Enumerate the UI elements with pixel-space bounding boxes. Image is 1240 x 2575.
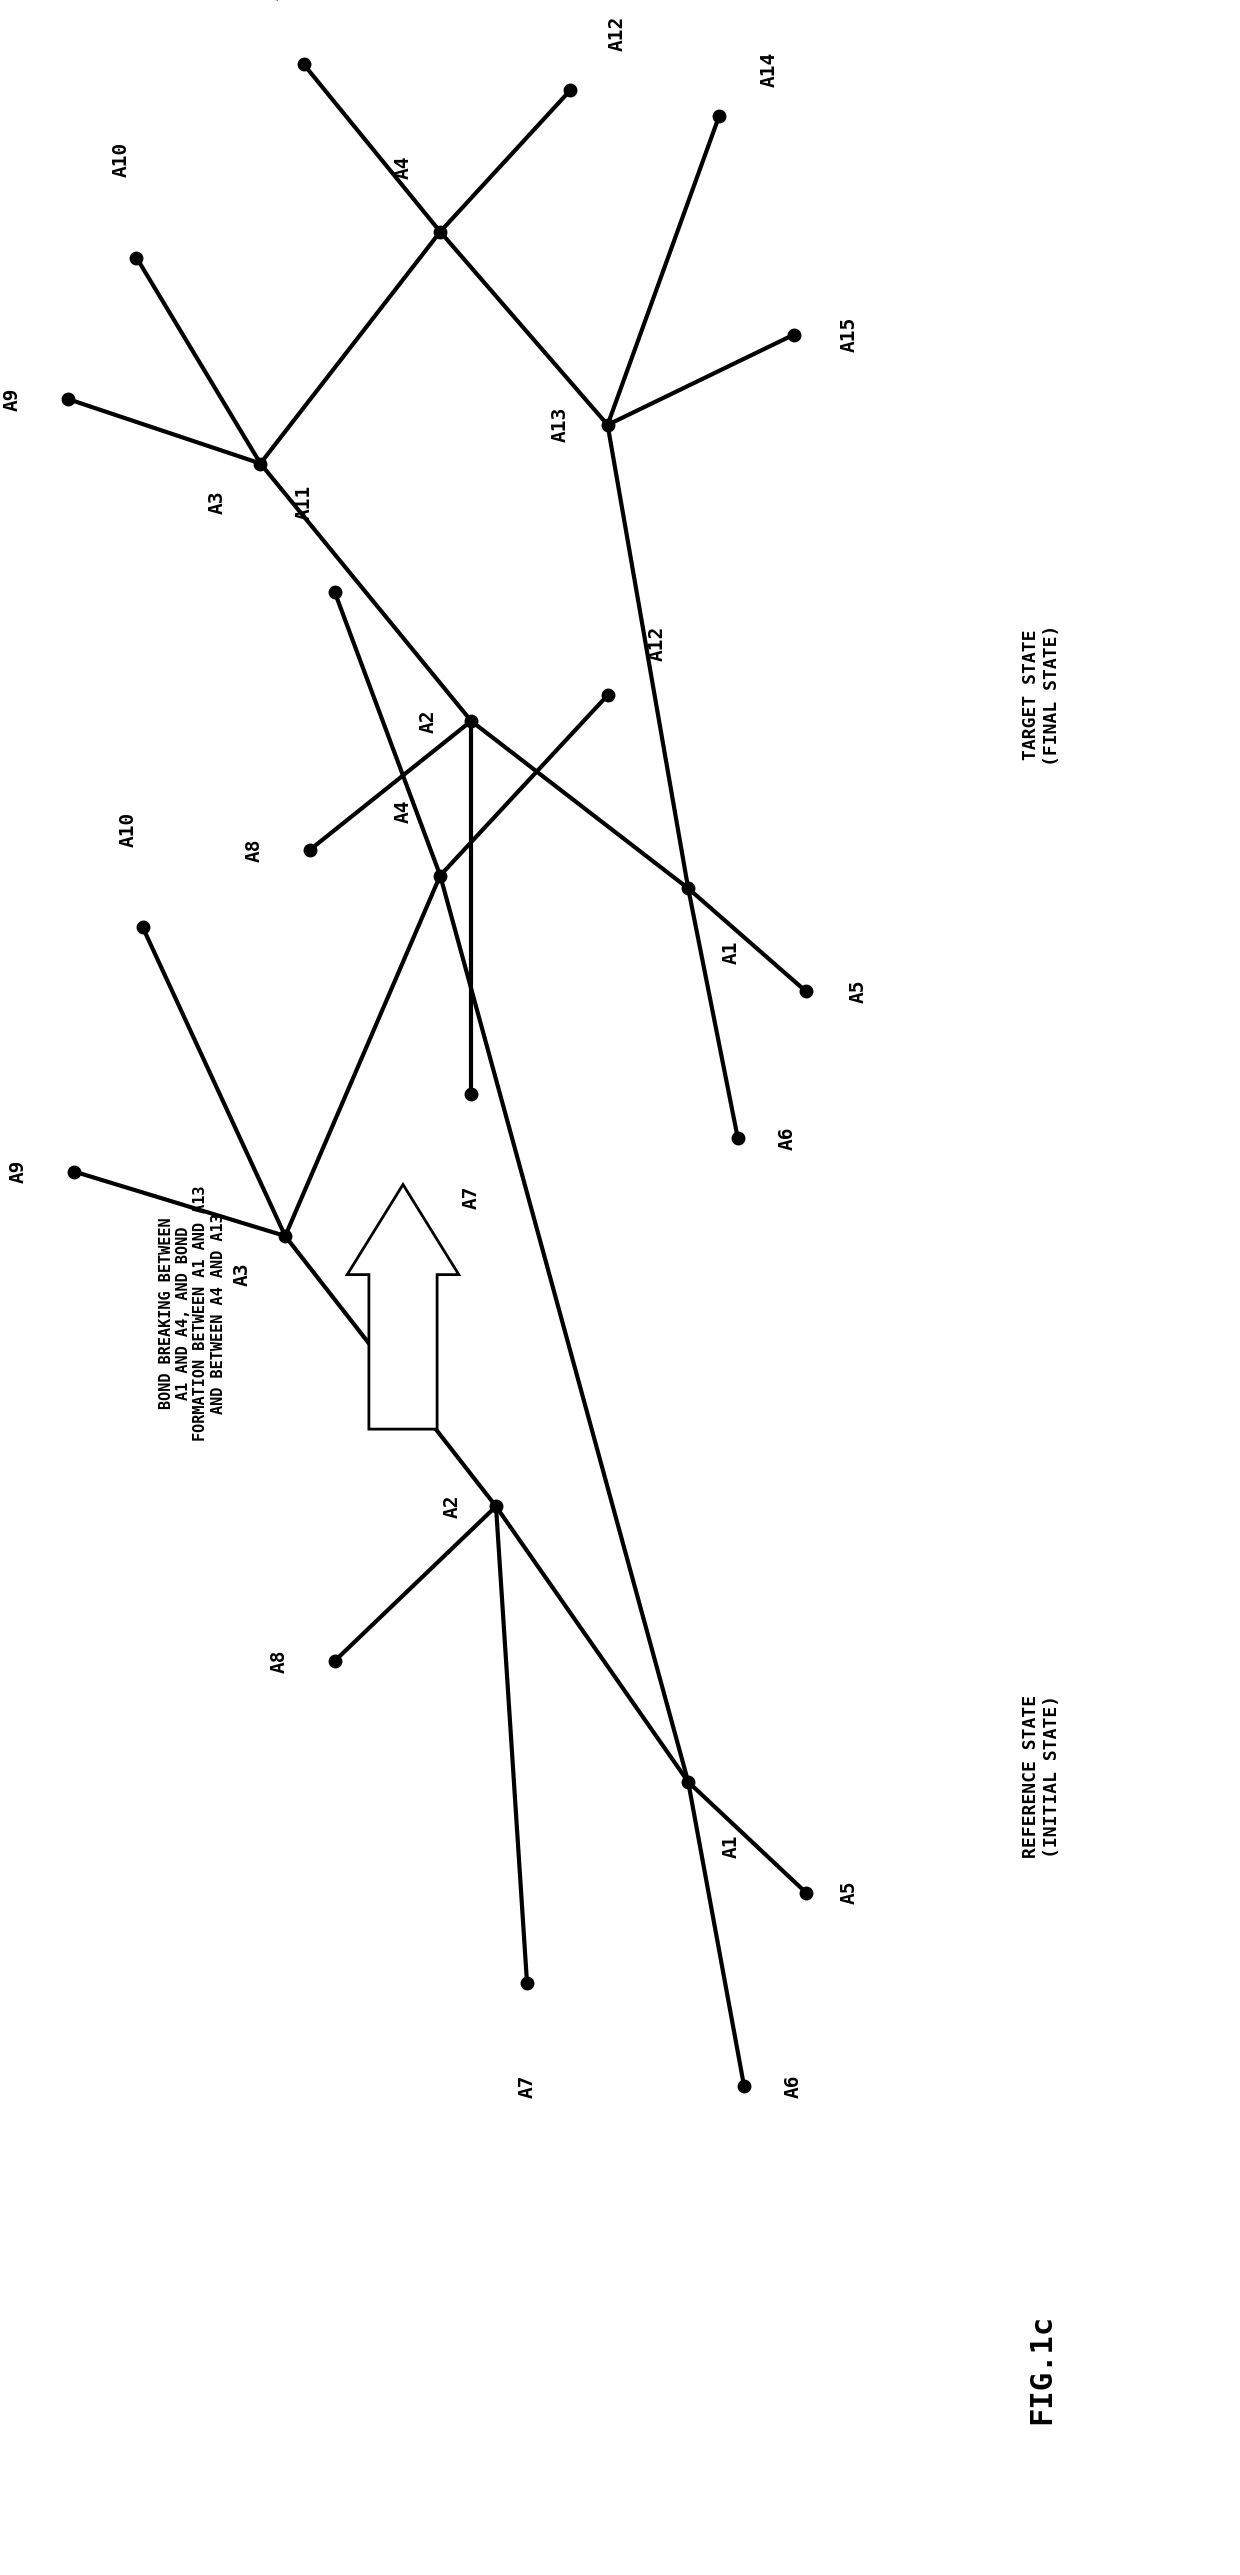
Text: A11: A11 xyxy=(294,484,314,520)
Text: A9: A9 xyxy=(2,386,22,412)
Text: A5: A5 xyxy=(839,1880,859,1906)
Text: A12: A12 xyxy=(608,15,627,52)
Text: A10: A10 xyxy=(118,811,138,847)
Text: FIG.1c: FIG.1c xyxy=(1027,2315,1056,2423)
Text: A6: A6 xyxy=(784,2073,804,2099)
Text: A5: A5 xyxy=(848,978,868,1004)
Text: A12: A12 xyxy=(647,626,667,662)
FancyArrow shape xyxy=(347,1184,459,1429)
Text: A13: A13 xyxy=(551,407,570,443)
Text: A8: A8 xyxy=(269,1648,289,1674)
Text: A2: A2 xyxy=(418,708,438,734)
Text: A4: A4 xyxy=(393,798,413,824)
Text: A8: A8 xyxy=(244,837,264,863)
Text: A3: A3 xyxy=(232,1262,252,1288)
Text: A7: A7 xyxy=(517,2073,537,2099)
Text: A15: A15 xyxy=(839,317,859,353)
Text: A10: A10 xyxy=(112,142,131,178)
Text: A1: A1 xyxy=(722,1833,742,1859)
Text: BOND BREAKING BETWEEN
A1 AND A4, AND BOND
FORMATION BETWEEN A1 AND A13
AND BETWE: BOND BREAKING BETWEEN A1 AND A4, AND BON… xyxy=(159,1184,226,1442)
Text: TARGET STATE
(FINAL STATE): TARGET STATE (FINAL STATE) xyxy=(1022,626,1061,765)
Text: A6: A6 xyxy=(777,1125,797,1151)
Text: A7: A7 xyxy=(461,1184,481,1210)
Text: A14: A14 xyxy=(759,52,779,88)
Text: A2: A2 xyxy=(443,1494,463,1519)
Text: A3: A3 xyxy=(207,489,227,515)
Text: A1: A1 xyxy=(722,940,742,966)
Text: A9: A9 xyxy=(9,1159,29,1184)
Text: A4: A4 xyxy=(393,154,413,180)
Text: REFERENCE STATE
(INITIAL STATE): REFERENCE STATE (INITIAL STATE) xyxy=(1022,1694,1061,1859)
